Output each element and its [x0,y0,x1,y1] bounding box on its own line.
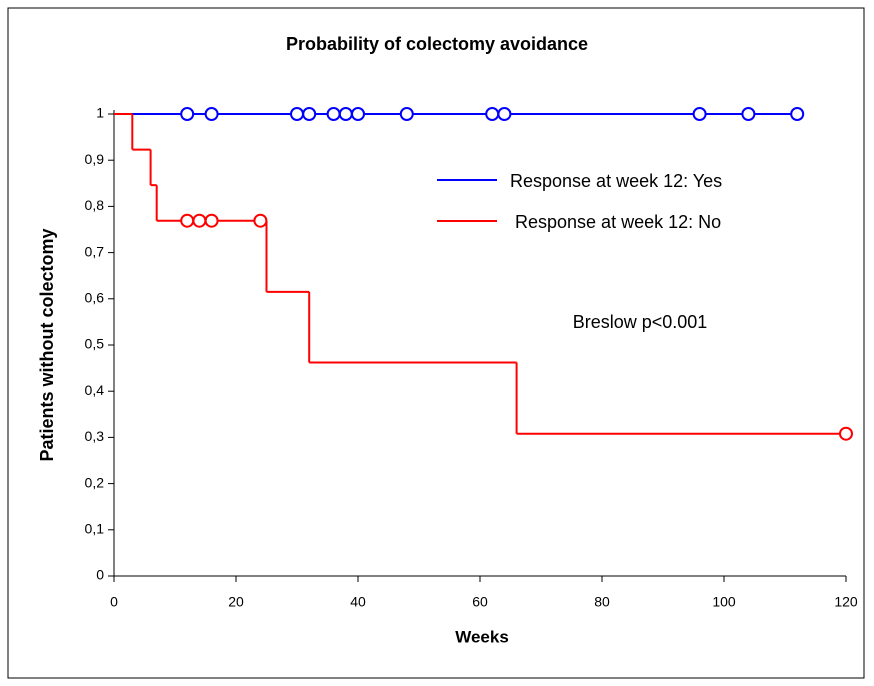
y-tick-label: 0,4 [85,382,105,398]
x-tick-label: 20 [228,594,244,610]
x-axis-label: Weeks [455,627,509,646]
chart-title: Probability of colectomy avoidance [286,34,588,54]
annotation: Breslow p<0.001 [573,312,708,332]
y-tick-label: 0,9 [85,151,105,167]
censor-mark [326,107,341,121]
x-tick-label: 80 [594,594,610,610]
censor-mark [192,213,207,228]
y-axis-label: Patients without colectomy [37,228,57,461]
censor-mark [180,107,195,121]
y-tick-label: 0 [96,567,104,583]
censor-mark [338,107,353,121]
y-tick-label: 0,2 [85,474,105,490]
x-tick-label: 100 [712,594,736,610]
y-tick-label: 0,8 [85,197,105,213]
censor-mark [741,107,756,121]
y-tick-label: 1 [96,105,104,121]
chart-frame [7,7,865,679]
x-tick-label: 120 [834,594,858,610]
censor-mark [790,107,805,121]
censor-mark [485,107,500,121]
censor-mark [180,213,195,228]
x-tick-label: 0 [110,594,118,610]
y-tick-label: 0,6 [85,290,105,306]
censor-mark [839,426,853,441]
y-tick-label: 0,1 [85,521,105,537]
censor-mark [351,107,365,121]
censor-mark [290,107,304,121]
x-tick-label: 40 [350,594,366,610]
censor-mark [204,107,219,121]
censor-mark [399,107,414,121]
y-tick-label: 0,3 [85,428,105,444]
censor-mark [497,107,512,121]
legend-label: Response at week 12: No [515,212,721,232]
censor-mark [253,213,268,228]
censor-mark [204,213,219,228]
y-tick-label: 0,7 [85,243,105,259]
x-tick-label: 60 [472,594,488,610]
censor-mark [692,107,707,121]
legend-label: Response at week 12: Yes [510,171,722,191]
censor-mark [302,107,317,121]
y-tick-label: 0,5 [85,336,105,352]
